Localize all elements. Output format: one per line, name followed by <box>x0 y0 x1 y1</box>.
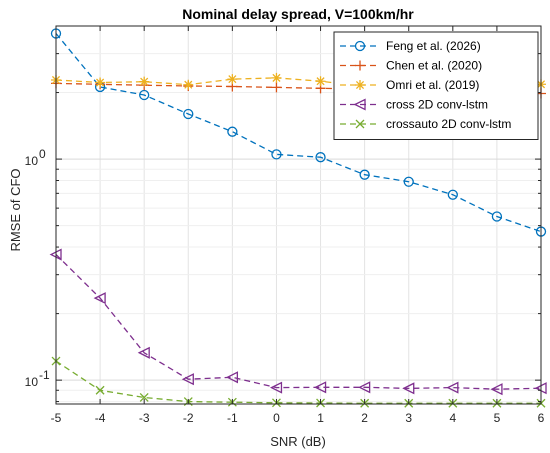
data-point <box>93 292 106 305</box>
series-line <box>55 254 542 390</box>
data-point <box>227 74 238 85</box>
legend-label: Feng et al. (2026) <box>386 39 481 53</box>
data-point <box>490 383 503 396</box>
x-tick-label: 6 <box>538 411 545 425</box>
x-tick-label: -3 <box>139 411 150 425</box>
data-point <box>355 80 365 90</box>
data-point <box>137 346 150 359</box>
data-point <box>227 126 238 137</box>
data-point <box>354 40 366 52</box>
legend-box <box>333 31 539 140</box>
data-point <box>183 108 194 120</box>
series-line <box>55 33 542 233</box>
data-point <box>402 382 415 395</box>
y-axis-title: RMSE of CFO <box>8 168 23 251</box>
legend-entry: Chen et al. (2020) <box>340 59 482 73</box>
legend-label: Omri et al. (2019) <box>386 78 479 92</box>
y-tick-exponent: -1 <box>39 368 50 382</box>
chart-title: Nominal delay spread, V=100km/hr <box>182 6 414 22</box>
legend-label: crossauto 2D conv-lstm <box>386 117 511 131</box>
data-point <box>271 149 282 160</box>
data-point <box>139 76 150 87</box>
data-point <box>491 211 503 222</box>
series-line <box>55 360 541 404</box>
data-point <box>355 60 365 71</box>
legend: Feng et al. (2026) Chen et al. (2020) Omri… <box>333 31 539 140</box>
data-point <box>270 381 283 394</box>
data-point <box>359 169 370 180</box>
data-point <box>225 371 239 384</box>
legend-label: cross 2D conv-lstm <box>386 98 488 112</box>
data-point <box>315 152 326 163</box>
data-point <box>95 77 106 88</box>
legend-entry: crossauto 2D conv-lstm <box>340 117 511 131</box>
data-point <box>358 381 371 394</box>
data-point <box>271 72 282 83</box>
x-tick-label: 4 <box>449 411 456 425</box>
data-point <box>95 385 105 395</box>
x-tick-label: 0 <box>273 411 280 425</box>
data-point <box>315 76 326 87</box>
y-tick-label: 10 <box>25 375 39 389</box>
data-point <box>139 89 150 101</box>
x-tick-label: -5 <box>51 411 62 425</box>
data-point <box>181 373 194 386</box>
x-tick-label: 2 <box>361 411 368 425</box>
data-point <box>271 82 282 93</box>
data-point <box>355 119 365 129</box>
legend-label: Chen et al. (2020) <box>386 59 482 73</box>
data-point <box>447 189 458 200</box>
y-tick-exponent: 0 <box>39 147 46 161</box>
x-tick-label: 5 <box>494 411 501 425</box>
data-point <box>183 79 194 90</box>
x-tick-label: 1 <box>317 411 324 425</box>
data-point <box>353 98 366 111</box>
x-tick-label: -1 <box>227 411 238 425</box>
data-point <box>139 392 149 402</box>
x-tick-label: -4 <box>95 411 106 425</box>
data-point <box>403 176 414 187</box>
x-tick-label: 3 <box>405 411 412 425</box>
y-tick-label: 10 <box>25 154 39 168</box>
legend-entry: Feng et al. (2026) <box>340 39 481 53</box>
x-axis-title: SNR (dB) <box>270 434 326 449</box>
legend-entry: cross 2D conv-lstm <box>340 98 488 112</box>
plot-frame <box>55 25 542 405</box>
data-point <box>314 381 327 394</box>
x-tick-label: -2 <box>183 411 194 425</box>
data-point <box>446 381 459 394</box>
legend-entry: Omri et al. (2019) <box>340 78 479 92</box>
